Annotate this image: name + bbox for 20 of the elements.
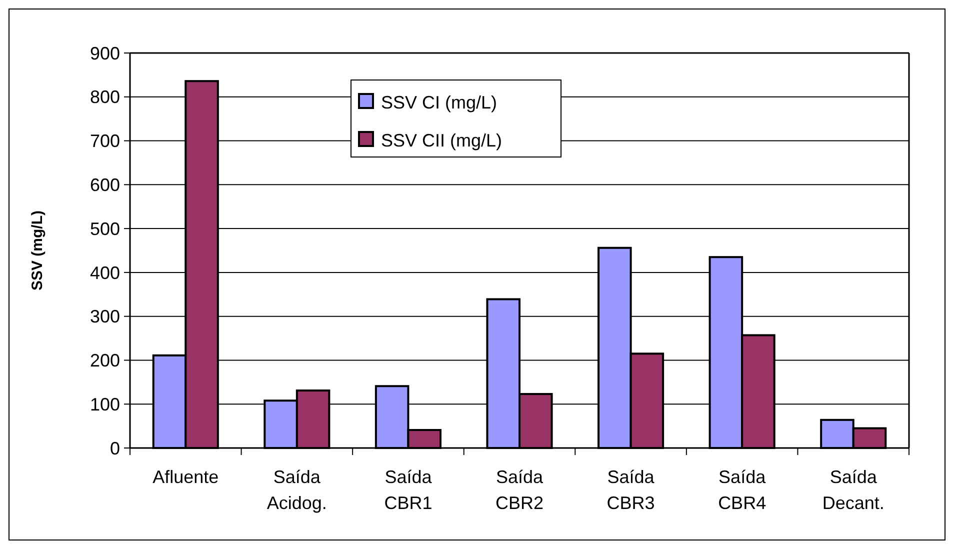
legend-label: SSV CII (mg/L) bbox=[381, 130, 502, 150]
x-tick-label: Saída CBR1 bbox=[384, 467, 433, 513]
x-tick-label: Saída Acidog. bbox=[266, 467, 327, 513]
y-tick-label: 0 bbox=[110, 438, 120, 458]
x-tick-label: Saída CBR2 bbox=[495, 467, 544, 513]
x-tick-label: Saída Decant. bbox=[822, 467, 884, 513]
y-tick-label: 200 bbox=[90, 350, 120, 371]
y-axis-title: SSV (mg/L) bbox=[29, 210, 46, 291]
y-tick-label: 400 bbox=[90, 262, 120, 283]
x-tick-label: Saída CBR4 bbox=[718, 467, 767, 513]
y-tick-label: 900 bbox=[90, 43, 120, 64]
x-tick-label: Afluente bbox=[152, 467, 219, 487]
legend-label: SSV CI (mg/L) bbox=[381, 92, 498, 112]
y-tick-label: 800 bbox=[90, 87, 120, 108]
y-tick-label: 600 bbox=[90, 174, 120, 195]
x-tick-label: Saída CBR3 bbox=[606, 467, 656, 513]
y-tick-label: 700 bbox=[90, 131, 120, 152]
y-tick-label: 100 bbox=[90, 394, 120, 414]
y-tick-label: 500 bbox=[90, 218, 120, 239]
y-tick-label: 300 bbox=[90, 306, 120, 327]
